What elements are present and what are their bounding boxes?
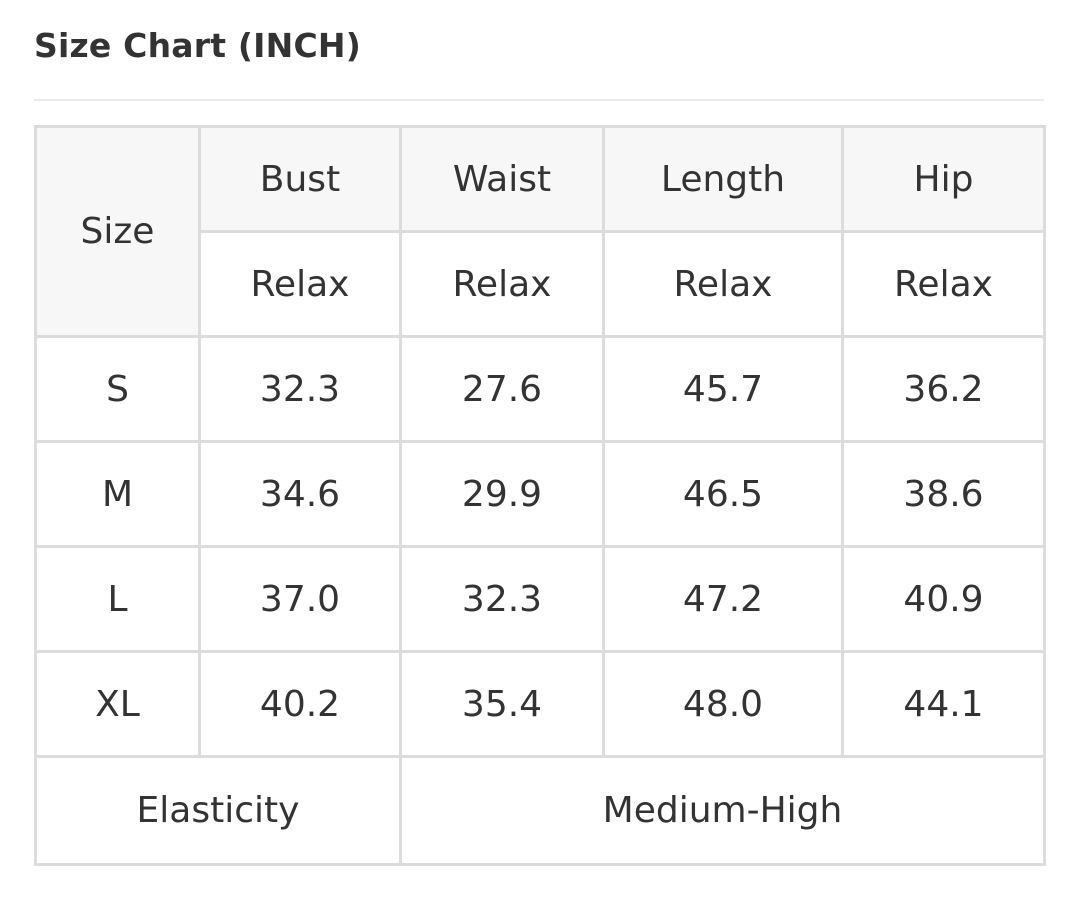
size-chart-table: Size Bust Waist Length Hip Relax Relax R… [34,125,1046,866]
column-header-waist: Waist [399,125,605,233]
length-cell: 45.7 [602,335,844,443]
length-cell: 48.0 [602,650,844,758]
column-header-hip: Hip [841,125,1046,233]
size-cell: M [34,440,201,548]
bust-cell: 37.0 [198,545,402,653]
length-cell: 47.2 [602,545,844,653]
column-header-length: Length [602,125,844,233]
size-header: Size [34,125,201,338]
page-title: Size Chart (INCH) [34,26,361,65]
hip-cell: 40.9 [841,545,1046,653]
divider [34,99,1044,101]
subheader-waist: Relax [399,230,605,338]
elasticity-label: Elasticity [34,755,402,866]
header-row: Size Bust Waist Length Hip [34,125,1046,338]
hip-cell: 36.2 [841,335,1046,443]
waist-cell: 32.3 [399,545,605,653]
bust-cell: 34.6 [198,440,402,548]
waist-cell: 35.4 [399,650,605,758]
subheader-bust: Relax [198,230,402,338]
hip-cell: 38.6 [841,440,1046,548]
table-row: S 32.3 27.6 45.7 36.2 [34,335,1046,443]
hip-cell: 44.1 [841,650,1046,758]
subheader-length: Relax [602,230,844,338]
subheader-hip: Relax [841,230,1046,338]
length-cell: 46.5 [602,440,844,548]
elasticity-row: Elasticity Medium-High [34,755,1046,866]
table-row: XL 40.2 35.4 48.0 44.1 [34,650,1046,758]
waist-cell: 27.6 [399,335,605,443]
size-cell: XL [34,650,201,758]
table-row: M 34.6 29.9 46.5 38.6 [34,440,1046,548]
size-cell: L [34,545,201,653]
bust-cell: 32.3 [198,335,402,443]
elasticity-value: Medium-High [399,755,1046,866]
waist-cell: 29.9 [399,440,605,548]
bust-cell: 40.2 [198,650,402,758]
size-cell: S [34,335,201,443]
subheader-row: Relax Relax Relax Relax [36,230,1046,338]
table-row: L 37.0 32.3 47.2 40.9 [34,545,1046,653]
column-header-bust: Bust [198,125,402,233]
